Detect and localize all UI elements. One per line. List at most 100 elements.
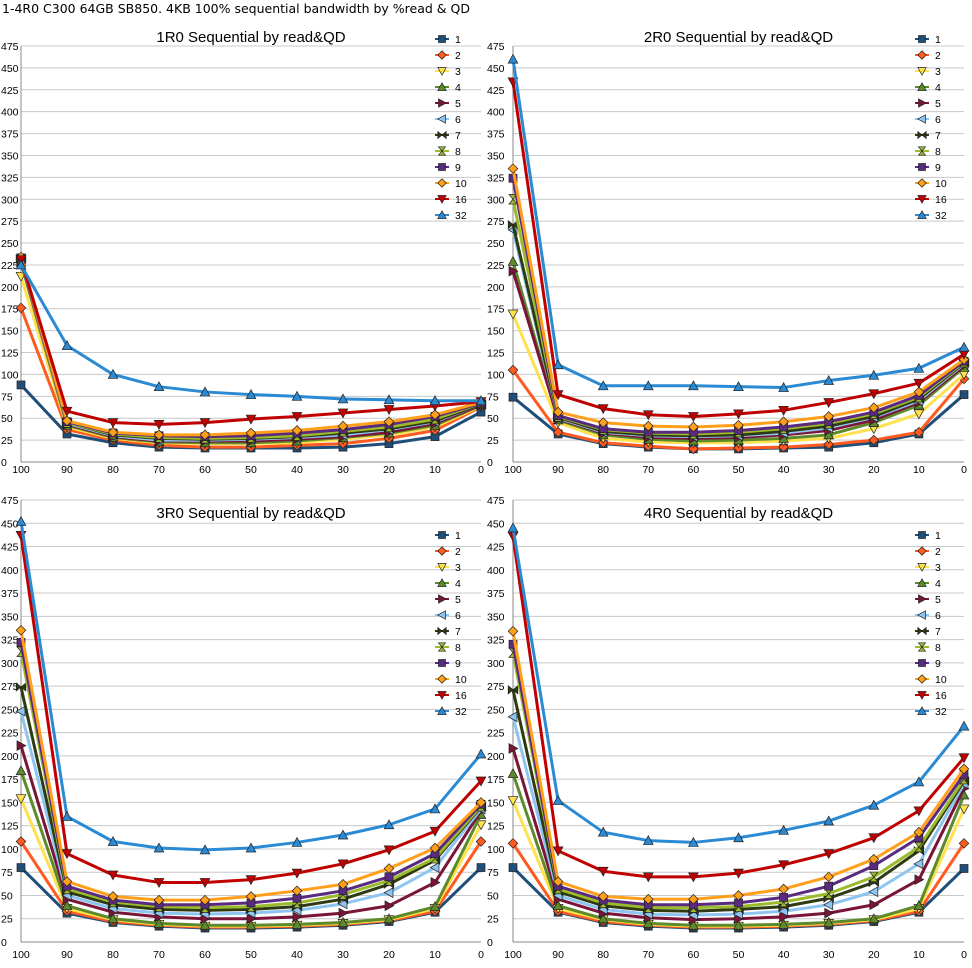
data-point — [107, 426, 119, 438]
series-line-10 — [511, 630, 966, 901]
x-tick-label: 0 — [961, 464, 967, 476]
data-point — [913, 409, 925, 420]
data-point — [642, 380, 654, 391]
data-point — [688, 412, 699, 422]
x-tick-label: 70 — [642, 949, 654, 961]
data-point — [291, 885, 303, 897]
data-point — [597, 866, 609, 877]
y-tick-label: 150 — [1, 326, 19, 338]
legend-label: 1 — [455, 530, 461, 542]
data-point — [429, 842, 441, 854]
data-point — [688, 893, 699, 905]
y-tick-label: 0 — [1, 457, 7, 469]
data-point — [959, 864, 969, 873]
data-point — [429, 901, 441, 911]
data-point — [153, 917, 165, 928]
legend-marker — [437, 50, 447, 60]
y-tick-label: 275 — [487, 681, 505, 693]
data-point — [508, 743, 519, 754]
data-point — [475, 836, 487, 847]
data-point — [430, 877, 441, 888]
legend-marker — [438, 594, 447, 604]
data-point — [61, 876, 73, 887]
data-point — [153, 419, 165, 430]
data-point — [291, 868, 303, 879]
data-point — [778, 918, 789, 929]
data-point — [552, 846, 564, 857]
chart-panel-1r0: 0 25 50 75 100 125 150 175 200 225 250 275 300 325 350… — [0, 14, 487, 478]
legend-label: 8 — [455, 146, 461, 158]
y-tick-label: 100 — [1, 844, 19, 856]
data-point — [779, 892, 788, 902]
data-point — [337, 420, 349, 432]
legend-marker — [917, 626, 927, 636]
data-point — [508, 639, 518, 649]
legend-label: 3 — [455, 562, 461, 574]
legend-label: 7 — [455, 626, 461, 638]
data-point — [552, 795, 564, 805]
data-point — [61, 339, 73, 350]
series-line-32 — [511, 58, 965, 390]
data-point — [778, 883, 789, 895]
legend-label: 4 — [935, 578, 941, 590]
chart-title: 3R0 Sequential by read&QD — [156, 505, 345, 522]
data-point — [824, 907, 835, 919]
legend-label: 3 — [935, 66, 941, 78]
legend-label: 10 — [455, 178, 467, 190]
data-point — [688, 421, 699, 433]
series-line-16 — [511, 81, 965, 418]
legend-label: 5 — [935, 98, 941, 110]
legend-marker — [438, 531, 446, 539]
data-point — [107, 368, 119, 379]
data-point — [15, 794, 27, 805]
data-point — [733, 919, 744, 930]
legend-label: 10 — [455, 674, 467, 686]
data-point — [958, 720, 970, 731]
data-point — [383, 863, 395, 874]
y-tick-label: 25 — [1, 435, 13, 447]
legend-label: 16 — [935, 690, 947, 702]
x-tick-label: 100 — [12, 464, 30, 476]
data-point — [15, 765, 27, 776]
data-point — [107, 913, 119, 924]
data-point — [507, 163, 519, 174]
data-point — [959, 390, 969, 399]
y-tick-label: 425 — [487, 85, 505, 97]
data-point — [868, 833, 880, 844]
data-point — [153, 381, 165, 392]
data-point — [245, 919, 257, 930]
legend-marker — [437, 178, 447, 188]
legend-marker — [917, 563, 927, 572]
data-point — [869, 871, 879, 883]
data-point — [338, 907, 349, 919]
y-tick-label: 400 — [487, 107, 505, 119]
chart-1r0: 0255075100125150175200225250275300325350… — [1, 29, 487, 476]
x-tick-label: 50 — [245, 464, 257, 476]
data-point — [61, 406, 73, 417]
y-tick-label: 450 — [1, 63, 19, 75]
data-point — [337, 829, 349, 840]
y-tick-label: 125 — [1, 821, 19, 833]
x-tick-label: 20 — [383, 464, 395, 476]
data-point — [597, 380, 609, 391]
legend-label: 2 — [455, 50, 461, 62]
data-point — [958, 753, 970, 764]
y-tick-label: 125 — [487, 821, 505, 833]
y-tick-label: 425 — [1, 542, 19, 554]
data-point — [597, 417, 609, 428]
series-line-9 — [19, 257, 482, 439]
legend-marker — [917, 50, 927, 60]
x-tick-label: 90 — [61, 464, 73, 476]
data-point — [958, 763, 970, 775]
data-point — [913, 806, 925, 817]
data-point — [733, 419, 744, 431]
data-point — [337, 916, 349, 927]
x-tick-label: 40 — [778, 949, 790, 961]
x-tick-label: 20 — [383, 949, 395, 961]
legend-marker — [437, 114, 446, 124]
data-point — [475, 748, 487, 759]
data-point — [383, 845, 395, 856]
x-tick-label: 100 — [504, 464, 522, 476]
data-point — [337, 859, 349, 870]
chart-3r0: 0255075100125150175200225250275300325350… — [1, 495, 487, 961]
